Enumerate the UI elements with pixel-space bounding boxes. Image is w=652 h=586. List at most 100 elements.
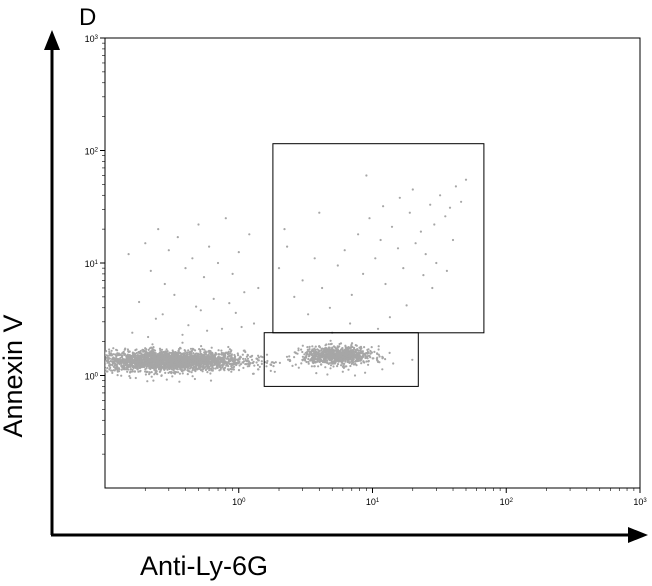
event-point bbox=[90, 362, 92, 364]
event-point bbox=[266, 359, 269, 363]
event-point bbox=[190, 371, 193, 374]
event-point bbox=[190, 352, 193, 355]
event-point bbox=[329, 357, 332, 360]
event-point bbox=[305, 360, 308, 364]
event-point bbox=[81, 359, 83, 361]
event-point bbox=[429, 203, 432, 206]
event-point bbox=[138, 352, 141, 355]
event-point bbox=[183, 365, 186, 368]
event-point bbox=[105, 364, 106, 367]
event-point bbox=[116, 374, 119, 377]
event-point bbox=[354, 360, 357, 363]
event-point bbox=[151, 359, 155, 362]
event-point bbox=[300, 348, 303, 351]
event-point bbox=[419, 230, 422, 233]
event-point bbox=[151, 366, 154, 370]
event-point bbox=[373, 350, 376, 353]
event-point bbox=[129, 376, 132, 380]
event-point bbox=[324, 344, 327, 347]
event-point bbox=[101, 362, 103, 364]
event-point bbox=[126, 366, 129, 369]
event-point bbox=[108, 368, 111, 371]
event-point bbox=[161, 313, 164, 316]
event-point bbox=[223, 353, 226, 356]
event-point bbox=[177, 354, 180, 357]
event-point bbox=[334, 346, 337, 349]
event-point bbox=[140, 352, 143, 355]
event-point bbox=[127, 350, 130, 353]
event-point bbox=[329, 339, 332, 342]
event-point bbox=[157, 353, 160, 356]
event-point bbox=[97, 356, 99, 358]
event-point bbox=[116, 361, 120, 364]
event-point bbox=[100, 358, 102, 360]
event-point bbox=[307, 313, 310, 316]
event-point bbox=[111, 369, 114, 372]
event-point bbox=[82, 354, 84, 356]
event-point bbox=[360, 356, 363, 359]
event-point bbox=[327, 357, 330, 360]
event-point bbox=[307, 355, 310, 358]
event-point bbox=[152, 379, 155, 382]
event-point bbox=[237, 362, 240, 365]
event-point bbox=[179, 355, 182, 358]
event-point bbox=[105, 362, 107, 365]
event-point bbox=[100, 357, 102, 359]
event-point bbox=[141, 359, 144, 362]
event-point bbox=[217, 349, 220, 352]
event-point bbox=[356, 349, 360, 352]
event-point bbox=[92, 353, 94, 355]
event-point bbox=[61, 355, 63, 357]
event-point bbox=[187, 356, 190, 359]
event-point bbox=[327, 355, 330, 358]
event-point bbox=[219, 364, 222, 367]
event-point bbox=[219, 367, 222, 370]
event-point bbox=[231, 359, 235, 362]
event-point bbox=[195, 365, 198, 369]
event-point bbox=[297, 349, 300, 352]
event-point bbox=[325, 348, 328, 351]
event-point bbox=[216, 261, 220, 265]
event-point bbox=[146, 370, 149, 373]
event-point bbox=[376, 359, 379, 362]
event-point bbox=[369, 352, 372, 355]
event-point bbox=[77, 361, 79, 363]
event-point bbox=[154, 317, 157, 320]
event-point bbox=[121, 361, 124, 364]
event-point bbox=[98, 368, 100, 370]
event-point bbox=[353, 374, 357, 377]
event-point bbox=[150, 371, 153, 374]
event-point bbox=[206, 358, 209, 361]
gate-2 bbox=[263, 332, 419, 387]
event-point bbox=[388, 351, 391, 354]
event-point bbox=[312, 349, 315, 352]
event-point bbox=[165, 348, 168, 351]
event-point bbox=[76, 358, 78, 360]
event-point bbox=[230, 370, 233, 373]
sparse-events bbox=[127, 174, 468, 383]
event-point bbox=[343, 362, 346, 365]
event-point bbox=[293, 351, 296, 354]
event-point bbox=[355, 344, 358, 347]
event-point bbox=[153, 368, 156, 371]
event-point bbox=[451, 238, 455, 242]
event-point bbox=[321, 286, 324, 290]
x-axis-label: Anti-Ly-6G bbox=[140, 551, 268, 581]
event-point bbox=[336, 359, 339, 362]
event-point bbox=[160, 374, 163, 377]
event-point bbox=[86, 362, 88, 364]
event-point bbox=[233, 353, 236, 357]
event-point bbox=[199, 309, 202, 312]
event-point bbox=[124, 362, 127, 365]
event-point bbox=[191, 375, 194, 378]
event-point bbox=[94, 350, 96, 352]
event-point bbox=[214, 351, 217, 355]
event-point bbox=[344, 344, 347, 347]
event-point bbox=[147, 335, 150, 339]
event-point bbox=[113, 353, 117, 356]
event-point bbox=[220, 358, 223, 361]
event-point bbox=[234, 363, 237, 366]
event-point bbox=[224, 217, 227, 220]
event-point bbox=[116, 352, 119, 355]
event-point bbox=[189, 356, 193, 359]
